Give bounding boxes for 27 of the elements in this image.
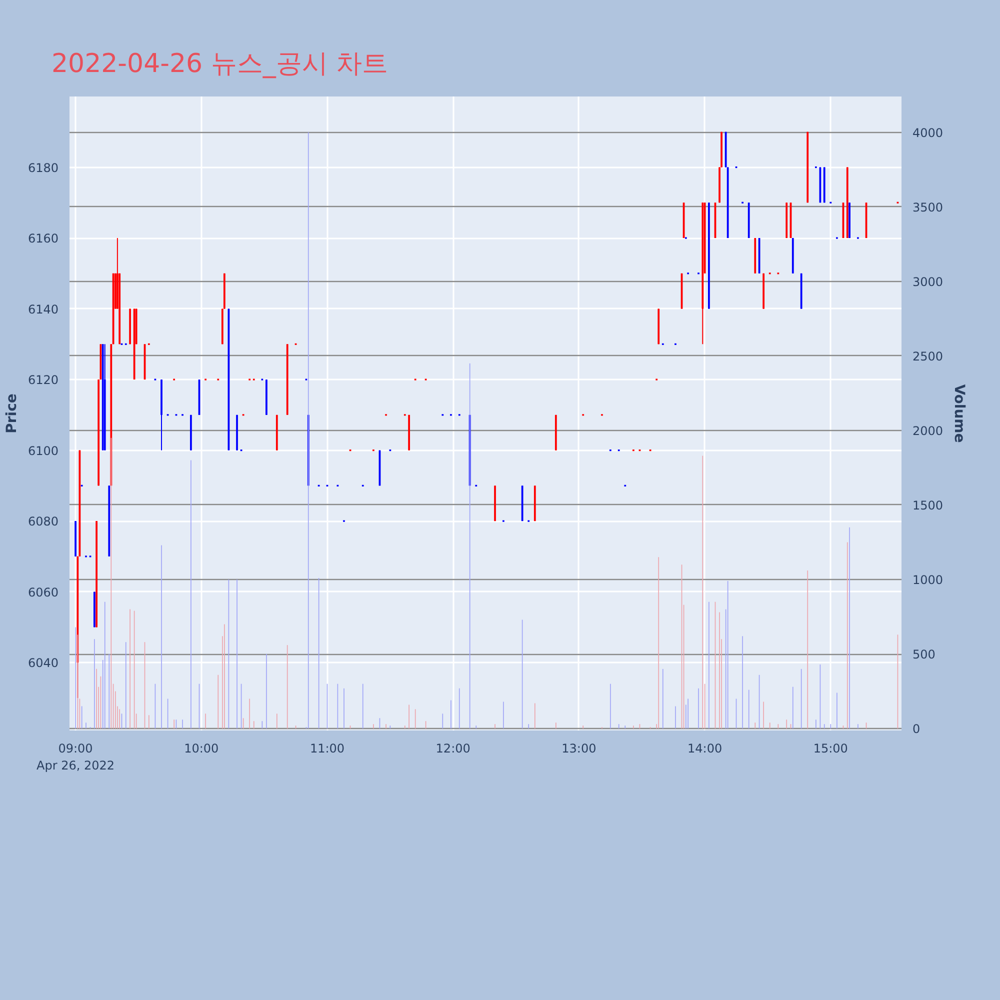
y2-tick-label: 1000 (912, 572, 944, 587)
y-tick-label: 6160 (28, 232, 59, 246)
y2-axis-title: Volume (951, 384, 968, 443)
y-axis-title: Price (4, 394, 20, 434)
x-tick-label: 13:00 (562, 742, 596, 756)
y-tick-label: 6100 (28, 444, 59, 458)
y2-tick-label: 4000 (912, 126, 944, 140)
y2-tick-label: 500 (912, 648, 936, 662)
chart-title: 2022-04-26 뉴스_공시 차트 (52, 49, 388, 79)
y2-tick-label: 3500 (912, 200, 944, 214)
x-tick-label: 09:00 Apr 26, 2022 (36, 742, 115, 772)
y-tick-label: 6080 (28, 514, 59, 529)
y-tick-label: 6120 (28, 373, 59, 388)
y-tick-label: 6140 (28, 302, 59, 316)
x-tick-label: 14:00 (688, 742, 722, 756)
y2-tick-label: 1500 (912, 498, 944, 512)
y2-tick-label: 2000 (912, 424, 944, 438)
y-tick-label: 6060 (28, 585, 59, 600)
y2-tick-label: 0 (912, 722, 920, 736)
x-tick-label: 12:00 (436, 742, 470, 756)
y-tick-label: 6040 (28, 656, 59, 670)
x-tick-label: 15:00 (813, 742, 848, 756)
y-tick-label: 6180 (28, 160, 59, 175)
y2-tick-label: 2500 (912, 349, 944, 364)
x-tick-label: 11:00 (310, 742, 345, 756)
x-tick-label: 10:00 (184, 742, 219, 756)
y2-tick-label: 3000 (912, 274, 944, 289)
